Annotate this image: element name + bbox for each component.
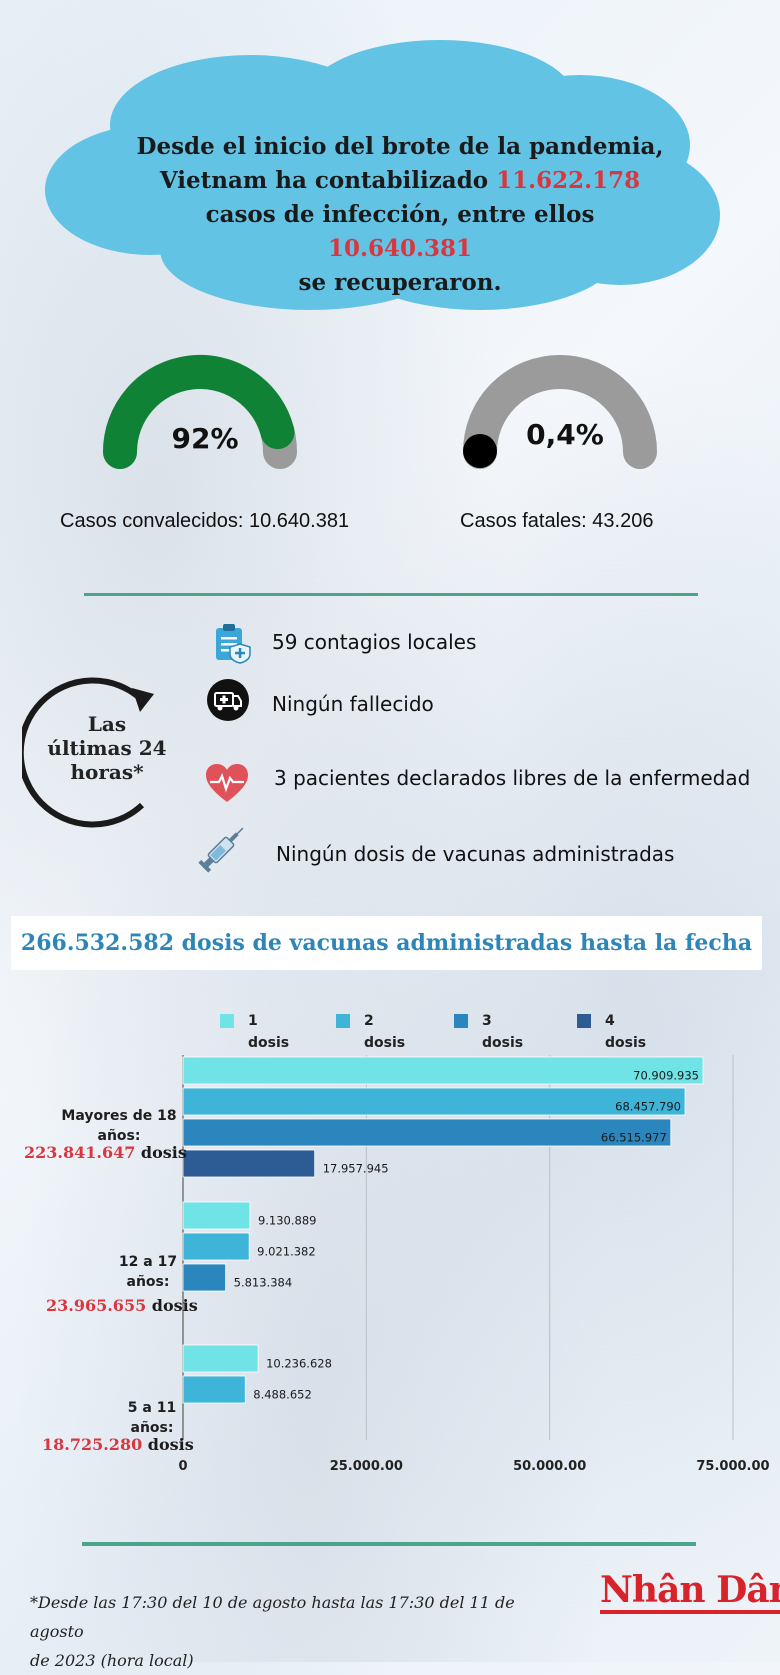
cloud-shape [45,40,720,310]
bar-value-label-group1-series1: 70.909.935 [633,1069,699,1083]
recovered-patients-text: 3 pacientes declarados libres de la enfe… [274,766,751,790]
recovered-percent: 92% [171,422,239,455]
recovered-gauge [103,354,297,469]
legend-number-2: 2 [364,1013,374,1029]
category-total-adults-value: 223.841.647 [24,1143,136,1162]
category-label-kids: 5 a 11 años: [104,1398,200,1438]
header-line-4: se recuperaron. [298,269,502,296]
fatal-percent: 0,4% [526,418,604,451]
category-total-kids-suffix: dosis [142,1435,194,1454]
category-total-adults: 223.841.647 dosis [24,1143,187,1162]
bar-value-label-group1-series2: 68.457.790 [615,1100,681,1114]
vaccine-doses-24h-text: Ningún dosis de vacunas administradas [276,842,675,866]
bar-group3-series1 [182,1344,259,1373]
legend-word-3: dosis [482,1035,524,1051]
ambulance-icon [207,679,249,721]
category-total-teens-suffix: dosis [146,1296,198,1315]
legend-label-2: 2 dosis [364,1010,424,1054]
category-teens-line-2: años: [126,1274,170,1290]
legend-word-2: dosis [364,1035,406,1051]
total-cases-value: 11.622.178 [496,167,641,194]
vaccine-total-banner: 266.532.582 dosis de vacunas administrad… [11,916,762,970]
fatal-label: Casos fatales: 43.206 [460,510,654,532]
vaccine-total-text: 266.532.582 dosis de vacunas administrad… [20,930,753,956]
header-line-3: casos de infección, entre ellos 10.640.3… [130,198,670,266]
recovered-value: 10.640.381 [327,235,473,262]
legend-label-1-text: 1 dosis [248,1010,308,1054]
bar-value-label-group2-series2: 9.021.382 [257,1245,316,1259]
bar-group1-series2 [182,1087,686,1116]
heart-pulse-icon [206,764,248,802]
vaccine-bar-chart: 025.000.00050.000.00075.000.00070.909.93… [178,1055,770,1470]
bar-group1-series1 [182,1056,704,1085]
last-24h-line-1: Las [87,712,127,736]
fatal-gauge [463,355,657,469]
legend-label-2-text: 2 dosis [364,1010,424,1054]
legend-number-4: 4 [605,1013,615,1029]
footnote: *Desde las 17:30 del 10 de agosto hasta … [30,1588,570,1675]
footnote-line-2: de 2023 (hora local) [30,1651,194,1670]
category-total-teens: 23.965.655 dosis [46,1296,198,1315]
category-adults-line-1: Mayores de 18 [61,1108,177,1124]
x-tick-label-3: 75.000.00 [696,1459,769,1470]
legend-label-4-text: 4 dosis [605,1010,665,1054]
x-tick-label-2: 50.000.00 [513,1459,586,1470]
bar-group2-series2 [182,1232,250,1261]
bar-value-label-group3-series1: 10.236.628 [266,1357,332,1371]
bar-group2-series1 [182,1201,251,1230]
legend-word-4: dosis [605,1035,647,1051]
header-line-2-text: Vietnam ha contabilizado [159,167,497,194]
cycle-arrow-icon [22,677,154,828]
recovered-label: Casos convalecidos: 10.640.381 [60,510,350,532]
local-cases-text: 59 contagios locales [272,630,477,654]
legend-label-3-text: 3 dosis [482,1010,542,1054]
header-summary: Desde el inicio del brote de la pandemia… [130,130,670,300]
legend-swatch-2 [336,1014,350,1028]
last-24h-title: Las últimas 24 horas* [42,712,172,784]
bar-group1-series3 [182,1118,672,1147]
header-line-2: Vietnam ha contabilizado 11.622.178 [130,164,670,198]
bar-group1-series4 [182,1149,316,1178]
category-label-adults: Mayores de 18 años: [54,1106,184,1146]
footnote-line-1: *Desde las 17:30 del 10 de agosto hasta … [30,1593,515,1641]
legend-label-4: 4 dosis [605,1010,665,1054]
deaths-text: Ningún fallecido [272,692,434,716]
header-line-1: Desde el inicio del brote de la pandemia… [136,133,664,160]
clipboard-shield-icon [216,624,251,664]
bar-group2-series3 [182,1263,227,1292]
legend-word-1: dosis [248,1035,290,1051]
category-total-kids: 18.725.280 dosis [42,1435,194,1454]
footer-divider [82,1542,696,1546]
bar-value-label-group3-series2: 8.488.652 [253,1388,312,1402]
syringe-icon [198,827,244,873]
bar-value-label-group2-series3: 5.813.384 [234,1276,293,1290]
category-teens-line-1: 12 a 17 [118,1254,178,1270]
nhan-dan-logo: Nhân Dân [600,1570,780,1614]
legend-swatch-1 [220,1014,234,1028]
category-total-kids-value: 18.725.280 [42,1435,143,1454]
bar-group3-series2 [182,1375,246,1404]
last-24h-line-3: horas* [70,760,144,784]
category-label-teens: 12 a 17 años: [100,1252,196,1292]
last-24h-line-2: últimas 24 [47,736,167,760]
category-total-adults-suffix: dosis [135,1143,187,1162]
section-divider [84,593,698,596]
category-kids-line-2: años: [130,1420,174,1436]
bar-value-label-group1-series3: 66.515.977 [601,1131,667,1145]
legend-number-3: 3 [482,1013,492,1029]
legend-swatch-3 [454,1014,468,1028]
x-tick-label-1: 25.000.00 [330,1459,403,1470]
header-line-3-text: casos de infección, entre ellos [205,201,595,228]
category-kids-line-1: 5 a 11 [127,1400,177,1416]
bar-value-label-group2-series1: 9.130.889 [258,1214,317,1228]
legend-number-1: 1 [248,1013,258,1029]
category-total-teens-value: 23.965.655 [46,1296,147,1315]
legend-label-1: 1 dosis [248,1010,308,1054]
x-tick-label-0: 0 [178,1459,187,1470]
legend-label-3: 3 dosis [482,1010,542,1054]
category-adults-line-2: años: [97,1128,141,1144]
legend-swatch-4 [577,1014,591,1028]
bar-value-label-group1-series4: 17.957.945 [323,1162,389,1176]
